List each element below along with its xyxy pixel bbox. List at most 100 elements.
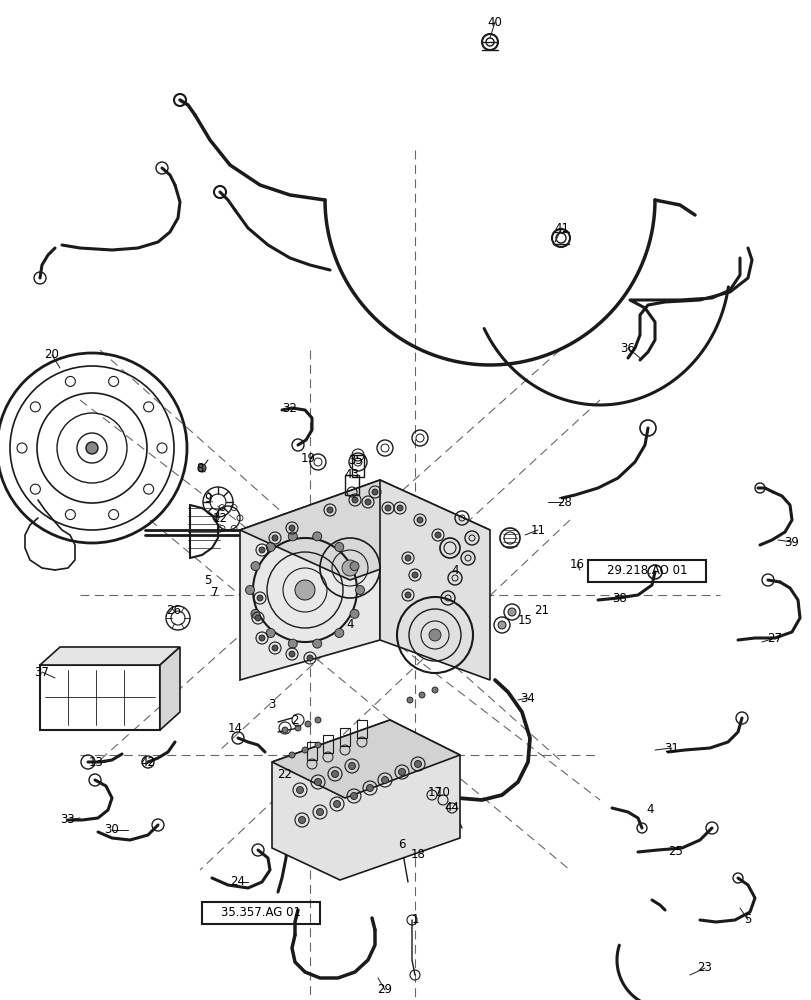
- Text: 31: 31: [663, 742, 679, 754]
- Circle shape: [86, 442, 98, 454]
- Circle shape: [198, 464, 206, 472]
- Text: 41: 41: [554, 222, 569, 234]
- Polygon shape: [240, 480, 380, 680]
- Circle shape: [259, 547, 264, 553]
- Circle shape: [315, 717, 320, 723]
- Circle shape: [435, 532, 440, 538]
- Circle shape: [371, 489, 378, 495]
- Circle shape: [331, 770, 338, 777]
- Polygon shape: [40, 647, 180, 665]
- Text: 4: 4: [646, 803, 653, 816]
- Circle shape: [307, 655, 312, 661]
- Circle shape: [316, 808, 323, 815]
- Text: 29: 29: [377, 983, 392, 996]
- Circle shape: [272, 535, 277, 541]
- Text: 6: 6: [397, 838, 406, 851]
- Circle shape: [355, 585, 364, 594]
- Text: 25: 25: [667, 845, 683, 858]
- Text: 32: 32: [282, 401, 297, 414]
- Circle shape: [508, 608, 515, 616]
- Polygon shape: [272, 720, 460, 880]
- Text: 9: 9: [204, 491, 212, 504]
- Circle shape: [251, 562, 260, 571]
- Circle shape: [384, 505, 391, 511]
- Text: 35: 35: [348, 454, 363, 466]
- Text: 26: 26: [166, 603, 182, 616]
- Text: 40: 40: [487, 16, 502, 29]
- Text: 5: 5: [204, 574, 212, 586]
- Circle shape: [298, 816, 305, 823]
- Text: 1: 1: [410, 913, 418, 926]
- Text: 18: 18: [410, 848, 425, 861]
- Text: 2: 2: [291, 714, 298, 726]
- Circle shape: [418, 692, 424, 698]
- Text: 13: 13: [88, 756, 103, 768]
- Circle shape: [305, 721, 311, 727]
- Text: 11: 11: [530, 524, 545, 536]
- Circle shape: [288, 532, 297, 541]
- Polygon shape: [380, 480, 489, 680]
- Text: 34: 34: [520, 692, 534, 704]
- Circle shape: [289, 525, 294, 531]
- Circle shape: [350, 562, 358, 571]
- Text: 39: 39: [783, 536, 799, 548]
- Circle shape: [272, 645, 277, 651]
- Text: 7: 7: [211, 585, 218, 598]
- Text: 28: 28: [557, 495, 572, 508]
- Text: 37: 37: [35, 666, 49, 678]
- Bar: [202, 902, 320, 924]
- Text: 14: 14: [227, 722, 242, 734]
- Bar: [40, 665, 160, 730]
- Text: 5: 5: [744, 913, 751, 926]
- Polygon shape: [240, 480, 489, 580]
- Circle shape: [257, 595, 263, 601]
- Circle shape: [315, 742, 320, 748]
- Bar: [351, 455, 363, 477]
- Text: 43: 43: [344, 468, 359, 482]
- Text: 29.218.AO 01: 29.218.AO 01: [606, 564, 686, 578]
- Circle shape: [251, 609, 260, 618]
- Circle shape: [365, 499, 371, 505]
- Circle shape: [411, 572, 418, 578]
- Text: 15: 15: [517, 613, 532, 626]
- Text: 42: 42: [140, 756, 156, 768]
- Bar: [345, 475, 358, 495]
- Circle shape: [350, 609, 358, 618]
- Text: 44: 44: [444, 801, 459, 814]
- Circle shape: [366, 784, 373, 791]
- Circle shape: [296, 786, 303, 793]
- Circle shape: [312, 639, 321, 648]
- Circle shape: [302, 747, 307, 753]
- Text: 24: 24: [230, 876, 245, 888]
- Circle shape: [289, 651, 294, 657]
- Text: 17: 17: [427, 786, 442, 799]
- Circle shape: [414, 760, 421, 768]
- Circle shape: [312, 532, 321, 541]
- Text: 35.357.AG 01: 35.357.AG 01: [221, 906, 301, 919]
- Circle shape: [381, 776, 388, 783]
- Text: 4: 4: [451, 564, 458, 576]
- Text: 36: 36: [620, 342, 635, 355]
- Circle shape: [348, 762, 355, 770]
- Circle shape: [255, 615, 260, 621]
- Circle shape: [417, 517, 423, 523]
- Text: 33: 33: [61, 813, 75, 826]
- Circle shape: [397, 505, 402, 511]
- Circle shape: [266, 629, 275, 638]
- Polygon shape: [160, 647, 180, 730]
- Circle shape: [350, 792, 357, 799]
- Text: 3: 3: [268, 698, 276, 712]
- Circle shape: [327, 507, 333, 513]
- Bar: [307, 742, 316, 760]
- Text: 27: 27: [766, 632, 782, 645]
- Circle shape: [428, 629, 440, 641]
- Text: 16: 16: [569, 558, 584, 572]
- Text: 19: 19: [300, 452, 315, 464]
- Text: 30: 30: [105, 823, 119, 836]
- Circle shape: [288, 639, 297, 648]
- Text: 20: 20: [45, 349, 59, 361]
- Bar: [357, 720, 367, 738]
- Text: 4: 4: [345, 618, 354, 632]
- Circle shape: [245, 585, 254, 594]
- Circle shape: [294, 725, 301, 731]
